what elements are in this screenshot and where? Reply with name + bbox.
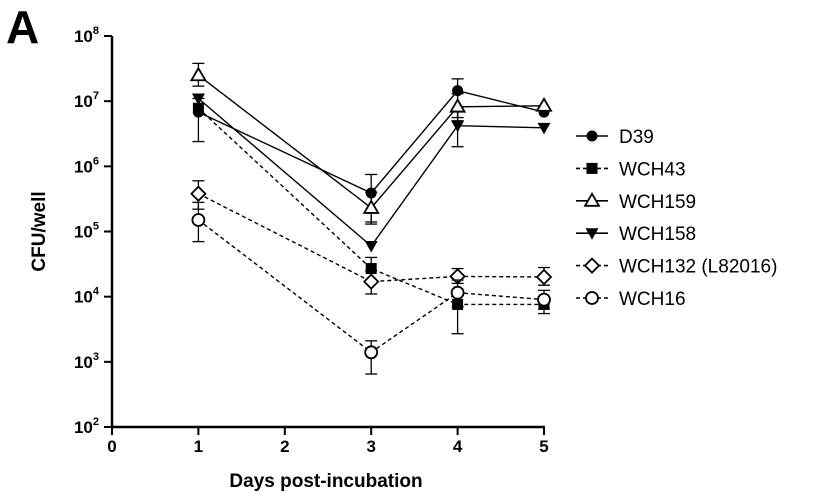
x-tick-label: 1 bbox=[194, 437, 203, 456]
legend: D39 WCH43 WCH159 WCH158 WCH132 (L82016) WCH16 bbox=[576, 127, 777, 310]
y-tick-label: 102 bbox=[74, 416, 99, 437]
data-point bbox=[192, 102, 204, 114]
legend-marker bbox=[583, 257, 601, 274]
legend-marker bbox=[586, 130, 598, 142]
x-tick-label: 2 bbox=[280, 437, 289, 456]
legend-label: WCH132 (L82016) bbox=[619, 257, 777, 278]
data-point bbox=[362, 273, 380, 290]
x-axis-title: Days post-incubation bbox=[229, 471, 422, 492]
data-point bbox=[364, 345, 379, 360]
data-point bbox=[364, 240, 378, 253]
legend-label: WCH43 bbox=[619, 159, 686, 180]
series-3 bbox=[191, 93, 551, 253]
data-point bbox=[191, 213, 206, 227]
data-point bbox=[450, 285, 465, 300]
legend-item: WCH43 bbox=[576, 159, 686, 180]
legend-marker bbox=[586, 162, 598, 174]
data-point bbox=[189, 66, 207, 82]
legend-item: WCH159 bbox=[576, 192, 696, 213]
series-line bbox=[197, 74, 545, 209]
x-tick-label: 5 bbox=[539, 437, 548, 456]
legend-item: WCH16 bbox=[576, 289, 686, 310]
series-5 bbox=[191, 201, 551, 375]
plot-area bbox=[189, 62, 553, 375]
x-tick-label: 0 bbox=[107, 437, 116, 456]
series-line bbox=[197, 219, 545, 354]
series-2 bbox=[189, 62, 553, 223]
x-tick-label: 4 bbox=[453, 437, 463, 456]
data-point bbox=[365, 263, 377, 275]
series-line bbox=[198, 89, 545, 194]
y-tick-label: 105 bbox=[74, 221, 99, 242]
data-point bbox=[537, 292, 551, 307]
y-tick-label: 104 bbox=[74, 286, 100, 307]
data-point bbox=[537, 122, 551, 135]
x-tick-label: 3 bbox=[366, 437, 375, 456]
series-line bbox=[197, 107, 544, 306]
data-point bbox=[362, 199, 380, 214]
data-point bbox=[191, 93, 205, 105]
legend-item: D39 bbox=[576, 127, 654, 148]
axes: 0 1 2 3 4 5 102 103 104 105 106 107 108 Days post-inc… bbox=[29, 25, 549, 492]
legend-label: WCH158 bbox=[619, 224, 696, 245]
series-line bbox=[198, 193, 545, 283]
series-line bbox=[197, 97, 545, 248]
data-point bbox=[535, 268, 553, 286]
data-point bbox=[451, 120, 465, 133]
legend-label: WCH16 bbox=[619, 289, 686, 310]
legend-item: WCH132 (L82016) bbox=[576, 257, 777, 278]
legend-item: WCH158 bbox=[576, 224, 696, 245]
y-tick-label: 103 bbox=[74, 351, 99, 372]
legend-marker bbox=[585, 291, 599, 305]
data-point bbox=[190, 185, 207, 202]
y-tick-label: 106 bbox=[74, 155, 99, 176]
data-point bbox=[449, 97, 467, 113]
panel-label: A bbox=[6, 1, 40, 53]
legend-marker bbox=[583, 192, 601, 207]
y-tick-label: 107 bbox=[74, 90, 99, 111]
data-point bbox=[535, 96, 553, 112]
legend-label: D39 bbox=[619, 127, 654, 148]
legend-marker bbox=[585, 228, 599, 240]
y-axis-title: CFU/well bbox=[29, 191, 50, 271]
legend-label: WCH159 bbox=[619, 192, 696, 213]
y-tick-label: 108 bbox=[74, 25, 99, 46]
